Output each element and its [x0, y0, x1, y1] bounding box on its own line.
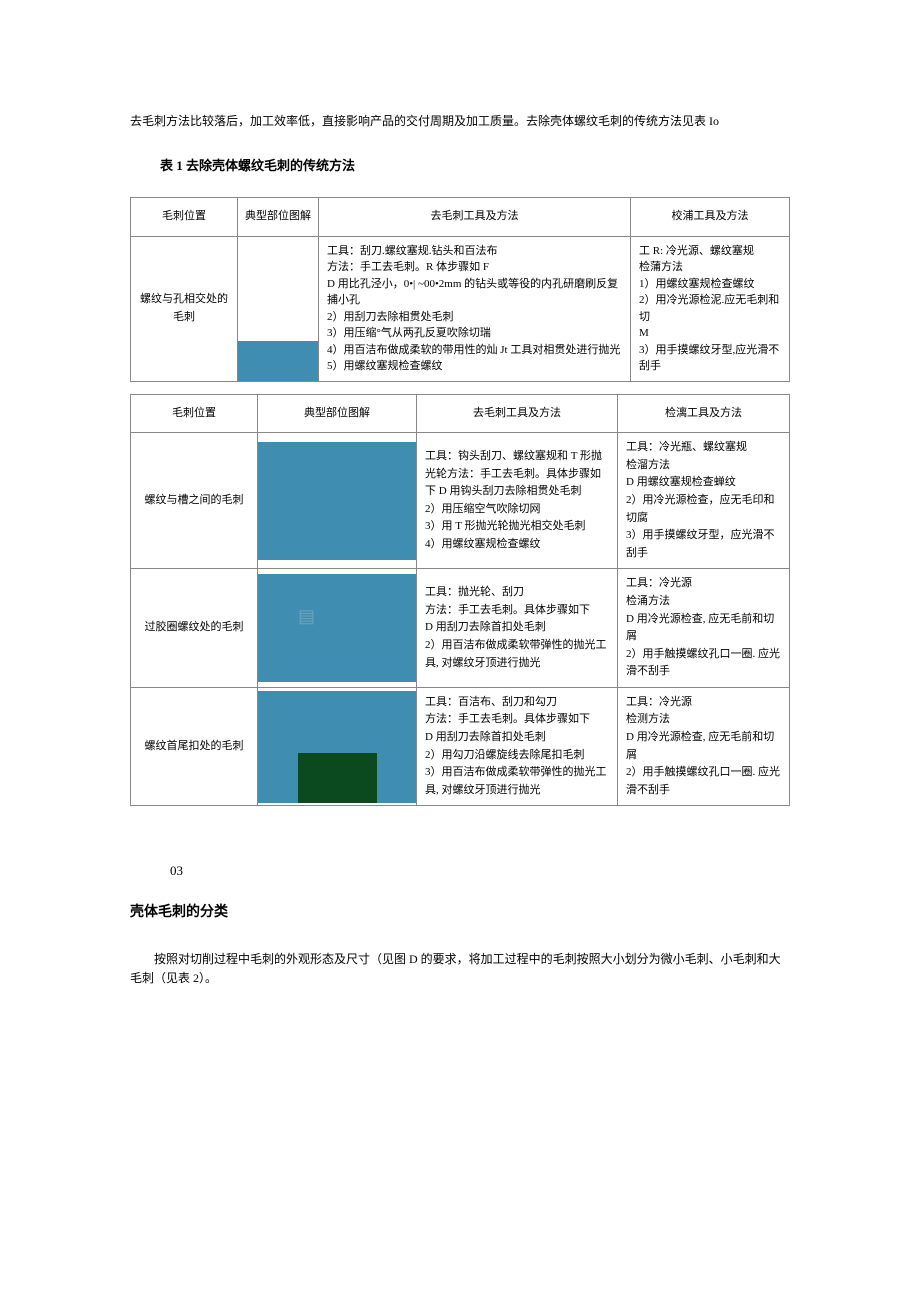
t2-tools: 工具：抛光轮、刮刀 方法：手工去毛刺。具体步骤如下 D 用刮刀去除首扣处毛刺 2… — [417, 569, 618, 688]
t2-img — [258, 433, 417, 569]
t2-tools: 工具：钩头刮刀、螺纹塞规和 T 形抛光轮方法：手工去毛刺。具体步骤如下 D 用钩… — [417, 433, 618, 569]
t2-img — [258, 687, 417, 806]
t1-r1-img — [238, 236, 319, 381]
section-paragraph: 按照对切削过程中毛刺的外观形态及尺寸（见图 D 的要求，将加工过程中的毛刺按照大… — [130, 950, 790, 988]
t1-r1-tools: 工具：刮刀.螺纹塞规.钻头和百法布 方法：手工去毛刺。R 体步骤如 F D 用比… — [319, 236, 631, 381]
t2-tools: 工具：百洁布、刮刀和勾刀 方法：手工去毛刺。具体步骤如下 D 用刮刀去除首扣处毛… — [417, 687, 618, 806]
t2-pos: 过胶圈螺纹处的毛刺 — [131, 569, 258, 688]
intro-paragraph: 去毛刺方法比较落后，加工效率低，直接影响产品的交付周期及加工质量。去除壳体螺纹毛… — [130, 112, 790, 131]
t1-h-pos: 毛刺位置 — [131, 197, 238, 236]
t2-h-tools: 去毛刺工具及方法 — [417, 394, 618, 433]
t2-pos: 螺纹与槽之间的毛刺 — [131, 433, 258, 569]
table-row: 螺纹首尾扣处的毛刺 工具：百洁布、刮刀和勾刀 方法：手工去毛刺。具体步骤如下 D … — [131, 687, 790, 806]
overlay-block — [298, 753, 377, 803]
t1-h-tools: 去毛刺工具及方法 — [319, 197, 631, 236]
t2-inspect: 工具：冷光源 检涌方法 D 用冷光源检查, 应无毛前和切屑 2）用手触摸螺纹孔口… — [618, 569, 790, 688]
table-row: 过胶圈螺纹处的毛刺 ▤ 工具：抛光轮、刮刀 方法：手工去毛刺。具体步骤如下 D 用刮… — [131, 569, 790, 688]
t1-r1-inspect: 工 R: 冷光源、螺纹塞规 检蒲方法 1）用螺纹塞规检查螺纹 2）用冷光源检泥.… — [631, 236, 790, 381]
diagram-thumbnail — [238, 341, 318, 381]
diagram-thumbnail — [258, 442, 416, 560]
table1-caption: 表 1 去除壳体螺纹毛刺的传统方法 — [160, 156, 790, 177]
table-row: 螺纹与槽之间的毛刺 工具：钩头刮刀、螺纹塞规和 T 形抛光轮方法：手工去毛刺。具体… — [131, 433, 790, 569]
table2: 毛刺位置 典型部位图解 去毛刺工具及方法 检漓工具及方法 螺纹与槽之间的毛刺工具… — [130, 394, 790, 807]
t1-r1-pos: 螺纹与孔相交处的毛刺 — [131, 236, 238, 381]
t2-img: ▤ — [258, 569, 417, 688]
section-number: 03 — [170, 861, 790, 882]
section-title: 壳体毛刺的分类 — [130, 902, 790, 924]
t2-h-img: 典型部位图解 — [258, 394, 417, 433]
table1: 毛刺位置 典型部位图解 去毛刺工具及方法 校浦工具及方法 螺纹与孔相交处的毛刺 … — [130, 197, 790, 382]
overlay-icon: ▤ — [298, 602, 315, 631]
t2-pos: 螺纹首尾扣处的毛刺 — [131, 687, 258, 806]
t1-h-inspect: 校浦工具及方法 — [631, 197, 790, 236]
t2-inspect: 工具：冷光源 检测方法 D 用冷光源检查, 应无毛前和切屑 2）用手触摸螺纹孔口… — [618, 687, 790, 806]
table2-header-row: 毛刺位置 典型部位图解 去毛刺工具及方法 检漓工具及方法 — [131, 394, 790, 433]
t2-h-pos: 毛刺位置 — [131, 394, 258, 433]
t2-h-inspect: 检漓工具及方法 — [618, 394, 790, 433]
table-row: 螺纹与孔相交处的毛刺 工具：刮刀.螺纹塞规.钻头和百法布 方法：手工去毛刺。R … — [131, 236, 790, 381]
t1-h-img: 典型部位图解 — [238, 197, 319, 236]
diagram-thumbnail — [258, 691, 416, 803]
t2-inspect: 工具：冷光瓶、螺纹塞规 检溜方法 D 用螺纹塞规检查蝉纹 2）用冷光源检查，应无… — [618, 433, 790, 569]
diagram-thumbnail: ▤ — [258, 574, 416, 682]
table1-header-row: 毛刺位置 典型部位图解 去毛刺工具及方法 校浦工具及方法 — [131, 197, 790, 236]
